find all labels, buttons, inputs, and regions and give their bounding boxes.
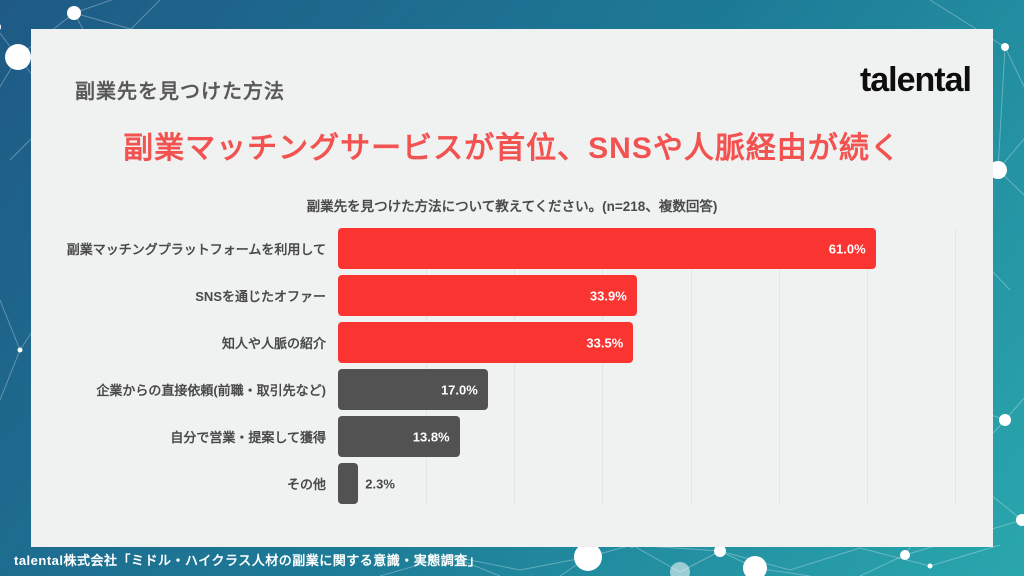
gridline-50 <box>778 228 780 504</box>
bar-track: 33.9% <box>338 275 955 316</box>
category-label: 自分で営業・提案して獲得 <box>170 430 326 445</box>
gridline-40 <box>690 228 692 504</box>
chart-row: 企業からの直接依頼(前職・取引先など) 17.0% <box>31 369 993 410</box>
talental-logo: talental <box>859 61 972 99</box>
value-label: 13.8% <box>412 429 450 444</box>
bar: 61.0% <box>338 228 876 269</box>
bar-track: 17.0% <box>338 369 955 410</box>
chart-gridlines <box>338 228 956 504</box>
category-label: SNSを通じたオファー <box>195 289 326 304</box>
value-label: 33.9% <box>589 288 627 303</box>
category-label: 企業からの直接依頼(前職・取引先など) <box>96 383 326 398</box>
chart-title: 副業先を見つけた方法について教えてください。(n=218、複数回答) <box>306 199 718 214</box>
value-label: 33.5% <box>586 335 624 350</box>
bar <box>338 463 359 504</box>
value-label: 61.0% <box>828 241 866 256</box>
page-title: 副業先を見つけた方法 <box>75 81 285 103</box>
category-label: 副業マッチングプラットフォームを利用して <box>66 242 326 257</box>
gridline-20 <box>514 228 516 504</box>
bar-track: 33.5% <box>338 322 955 363</box>
value-label: 2.3% <box>365 476 395 491</box>
bar: 17.0% <box>338 369 488 410</box>
headline: 副業マッチングサービスが首位、SNSや人脈経由が続く <box>123 132 901 165</box>
source-citation: talental株式会社「ミドル・ハイクラス人材の副業に関する意識・実態調査」 <box>14 553 482 568</box>
bar-track: 61.0% <box>338 228 955 269</box>
bar-track: 13.8% <box>338 416 955 457</box>
chart-row: 知人や人脈の紹介 33.5% <box>31 322 993 363</box>
gridline-60 <box>866 228 868 504</box>
gridline-10 <box>426 228 428 504</box>
value-label: 17.0% <box>440 382 478 397</box>
gridline-70 <box>955 228 956 504</box>
category-label: その他 <box>286 477 326 492</box>
chart-row: 自分で営業・提案して獲得 13.8% <box>31 416 993 457</box>
gridline-30 <box>602 228 604 504</box>
chart-row: SNSを通じたオファー 33.9% <box>31 275 993 316</box>
bar: 33.9% <box>338 275 637 316</box>
slide-card: 副業先を見つけた方法 talental 副業マッチングサービスが首位、SNSや人… <box>31 29 993 547</box>
chart-row: 副業マッチングプラットフォームを利用して 61.0% <box>31 228 993 269</box>
bar-track: 2.3% <box>338 463 955 504</box>
bar: 33.5% <box>338 322 634 363</box>
chart-rows: 副業マッチングプラットフォームを利用して 61.0% SNSを通じたオファー 33.9… <box>31 228 993 510</box>
category-label: 知人や人脈の紹介 <box>221 336 326 351</box>
chart-row: その他 2.3% <box>31 463 993 504</box>
bar: 13.8% <box>338 416 460 457</box>
